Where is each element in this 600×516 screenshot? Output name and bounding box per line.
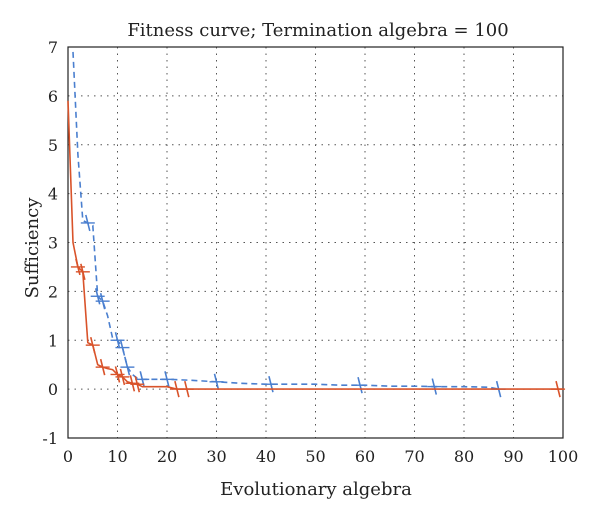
y-tick-label-8: 7: [48, 38, 58, 57]
x-tick-label-2: 20: [157, 447, 177, 466]
y-tick-label-6: 5: [48, 136, 58, 155]
y-tick-label-4: 3: [48, 234, 58, 253]
x-tick-label-9: 90: [503, 447, 523, 466]
x-tick-label-8: 80: [454, 447, 474, 466]
y-tick-label-1: 0: [48, 380, 58, 399]
x-tick-label-1: 10: [107, 447, 127, 466]
y-tick-label-7: 6: [48, 87, 58, 106]
x-tick-label-0: 0: [63, 447, 73, 466]
y-tick-label-5: 4: [48, 185, 58, 204]
x-tick-label-4: 40: [256, 447, 276, 466]
y-tick-label-0: -1: [42, 429, 58, 448]
x-tick-label-6: 60: [355, 447, 375, 466]
series-line-1: [67, 100, 563, 390]
chart-title: Fitness curve; Termination algebra = 100: [127, 20, 508, 41]
x-tick-label-7: 70: [404, 447, 424, 466]
series-0: [72, 51, 506, 398]
y-axis-label: Sufficiency: [22, 197, 43, 299]
x-tick-label-5: 50: [305, 447, 325, 466]
tick-labels: 0 10 20 30 40 50 60 70 80 90 100 -1 0 1 2 3 4 5 6 7: [42, 38, 578, 466]
y-tick-label-3: 2: [48, 282, 58, 301]
series-1: [67, 100, 566, 398]
series-line-0: [72, 51, 499, 390]
y-tick-label-2: 1: [48, 331, 58, 350]
x-tick-label-10: 100: [548, 447, 579, 466]
x-axis-label: Evolutionary algebra: [220, 479, 412, 500]
x-tick-label-3: 30: [206, 447, 226, 466]
series-group: [67, 51, 566, 398]
plot-frame: [67, 46, 564, 439]
